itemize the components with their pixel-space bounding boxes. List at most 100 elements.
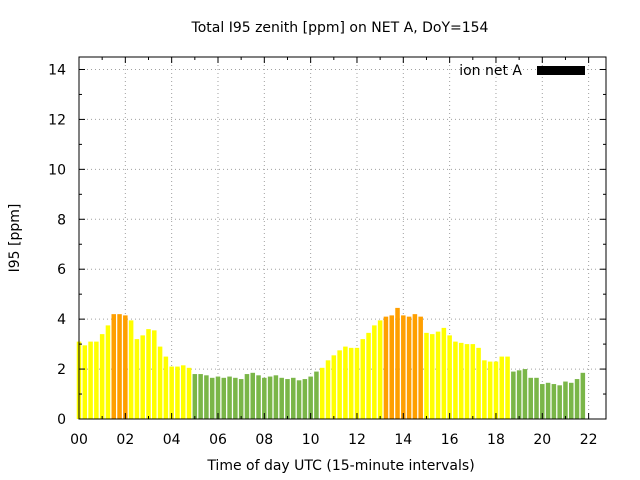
bar	[146, 329, 151, 419]
bar	[545, 382, 551, 419]
bar	[476, 347, 481, 419]
y-tick-label: 6	[57, 262, 66, 278]
axis-ticks	[78, 57, 606, 420]
bar	[360, 339, 366, 419]
y-tick-label: 2	[57, 362, 66, 378]
bar	[296, 380, 302, 419]
bar	[186, 367, 192, 419]
bar	[88, 341, 93, 419]
bar	[372, 325, 377, 419]
y-axis-tick-labels: 0 2 4 6 8 10 12 14	[48, 62, 66, 428]
bar	[204, 375, 209, 419]
grid	[79, 57, 606, 419]
bar	[401, 315, 406, 419]
bar	[453, 341, 458, 419]
x-tick-label: 20	[533, 432, 551, 448]
bar	[262, 377, 267, 419]
bar	[291, 377, 296, 419]
bar	[563, 381, 568, 419]
bar	[447, 335, 452, 419]
bar	[470, 344, 476, 419]
bar	[482, 360, 487, 419]
bar	[238, 379, 244, 419]
bar	[128, 320, 134, 419]
bar	[273, 375, 279, 419]
bar	[540, 384, 545, 419]
bar	[505, 356, 510, 419]
legend-label: ion net A	[459, 63, 522, 79]
bar	[308, 376, 313, 419]
bar	[441, 327, 447, 419]
plot-frame	[78, 56, 607, 420]
bar	[227, 376, 232, 419]
bar	[395, 307, 400, 419]
bar	[580, 372, 586, 419]
bar	[337, 350, 342, 419]
x-tick-label: 12	[348, 432, 366, 448]
bar	[551, 384, 557, 419]
bar	[163, 356, 169, 419]
bar	[267, 376, 273, 419]
bar	[464, 344, 470, 419]
bar	[348, 347, 354, 419]
bar	[123, 315, 128, 419]
bar	[134, 339, 140, 419]
y-tick-label: 14	[48, 62, 66, 78]
bar	[557, 385, 562, 419]
bar	[169, 366, 174, 419]
bars	[76, 307, 586, 419]
bar	[331, 355, 337, 419]
bar	[383, 316, 389, 419]
bar	[157, 346, 163, 419]
bar	[94, 341, 99, 419]
bar	[412, 314, 418, 419]
x-tick-label: 02	[116, 432, 134, 448]
y-axis-label: I95 [ppm]	[7, 204, 23, 273]
bar	[343, 346, 348, 419]
bar	[511, 371, 516, 419]
x-tick-label: 16	[441, 432, 459, 448]
bar	[314, 371, 319, 419]
bar	[233, 377, 238, 419]
bar	[574, 379, 580, 419]
bar	[82, 345, 88, 419]
bar	[244, 374, 250, 419]
x-tick-label: 04	[163, 432, 181, 448]
bar	[568, 382, 574, 419]
bar	[180, 365, 186, 419]
chart-title: Total I95 zenith [ppm] on NET A, DoY=154	[191, 20, 489, 36]
x-tick-label: 22	[580, 432, 598, 448]
bar	[99, 334, 105, 419]
x-tick-label: 08	[255, 432, 273, 448]
bar	[487, 361, 493, 419]
bar	[256, 375, 261, 419]
bar	[534, 377, 539, 419]
bar	[325, 360, 331, 419]
bar	[215, 376, 221, 419]
y-tick-label: 0	[57, 412, 66, 428]
bar	[516, 370, 522, 419]
x-axis-tick-labels: 00 02 04 06 08 10 12 14 16 18 20 22	[70, 432, 597, 448]
bar	[140, 335, 145, 419]
y-tick-label: 10	[48, 162, 66, 178]
bar	[319, 367, 325, 419]
legend-swatch	[537, 66, 585, 75]
y-tick-label: 4	[57, 312, 66, 328]
y-tick-label: 8	[57, 212, 66, 228]
bar	[152, 330, 157, 419]
y-tick-label: 12	[48, 112, 66, 128]
bar	[175, 366, 180, 419]
x-tick-label: 00	[70, 432, 88, 448]
bar	[250, 372, 255, 419]
bar	[285, 379, 290, 419]
bar	[198, 374, 203, 419]
bar	[192, 374, 198, 419]
x-tick-label: 06	[209, 432, 227, 448]
x-tick-label: 18	[487, 432, 505, 448]
bar	[117, 314, 122, 419]
bar	[418, 316, 423, 419]
bar	[424, 332, 429, 419]
bar	[499, 356, 505, 419]
bar	[389, 315, 394, 419]
